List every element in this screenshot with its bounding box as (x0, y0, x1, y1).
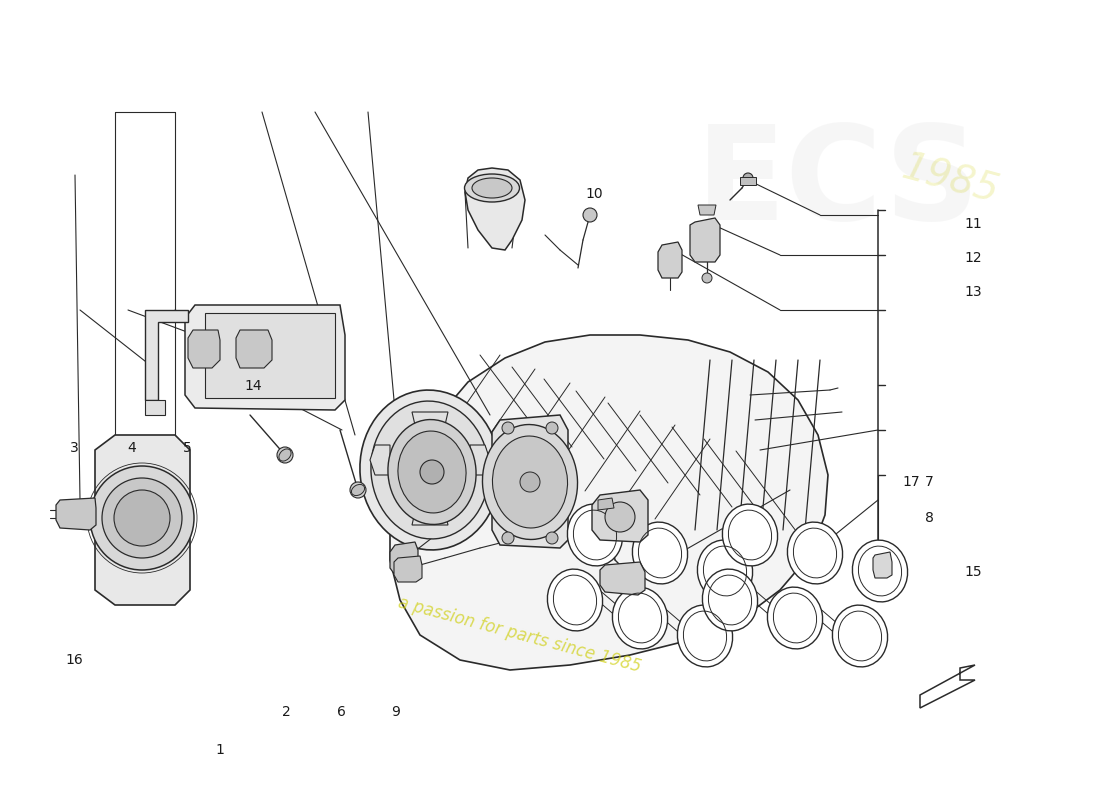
Ellipse shape (388, 419, 476, 525)
Bar (205, 313, 336, 398)
Ellipse shape (493, 436, 568, 528)
Polygon shape (145, 310, 188, 400)
Text: 10: 10 (585, 186, 603, 201)
Text: 5: 5 (183, 441, 191, 455)
Circle shape (114, 490, 170, 546)
Polygon shape (236, 330, 272, 368)
Bar (740, 177, 756, 185)
Text: 12: 12 (965, 250, 982, 265)
Ellipse shape (697, 540, 752, 602)
Ellipse shape (703, 569, 758, 631)
Text: 7: 7 (925, 474, 934, 489)
Polygon shape (658, 242, 682, 278)
Circle shape (605, 502, 635, 532)
Polygon shape (592, 490, 648, 542)
Circle shape (583, 208, 597, 222)
Circle shape (502, 422, 514, 434)
Polygon shape (188, 330, 220, 368)
Text: 1: 1 (216, 743, 224, 758)
Ellipse shape (632, 522, 688, 584)
Polygon shape (873, 552, 892, 578)
Circle shape (90, 466, 194, 570)
Polygon shape (412, 512, 448, 525)
Polygon shape (470, 445, 490, 475)
Ellipse shape (768, 587, 823, 649)
Text: 17: 17 (902, 474, 920, 489)
Polygon shape (390, 542, 418, 575)
Circle shape (742, 173, 754, 183)
Bar (145, 400, 165, 415)
Ellipse shape (464, 174, 519, 202)
Polygon shape (412, 412, 448, 425)
Polygon shape (56, 498, 96, 530)
Ellipse shape (852, 540, 907, 602)
Text: 13: 13 (965, 285, 982, 299)
Ellipse shape (371, 401, 490, 539)
Circle shape (520, 472, 540, 492)
Polygon shape (600, 562, 645, 595)
Text: 3: 3 (70, 441, 79, 455)
Ellipse shape (678, 605, 733, 667)
Polygon shape (698, 205, 716, 215)
Text: 14: 14 (244, 378, 262, 393)
Text: 11: 11 (965, 217, 982, 231)
Ellipse shape (613, 587, 668, 649)
Ellipse shape (398, 431, 466, 513)
Text: a passion for parts since 1985: a passion for parts since 1985 (396, 594, 644, 676)
Polygon shape (690, 218, 721, 262)
Circle shape (546, 422, 558, 434)
Text: ECS: ECS (695, 120, 980, 247)
Text: 1985: 1985 (898, 149, 1003, 211)
Polygon shape (185, 305, 345, 410)
Ellipse shape (351, 485, 364, 495)
Polygon shape (598, 498, 614, 510)
Polygon shape (465, 168, 525, 250)
Polygon shape (394, 556, 422, 582)
Text: 6: 6 (337, 705, 345, 719)
Polygon shape (492, 415, 568, 548)
Ellipse shape (279, 449, 292, 461)
Circle shape (502, 532, 514, 544)
Circle shape (420, 460, 444, 484)
Circle shape (702, 273, 712, 283)
Circle shape (350, 482, 366, 498)
Ellipse shape (360, 390, 500, 550)
Ellipse shape (788, 522, 843, 584)
Polygon shape (390, 335, 828, 670)
Polygon shape (95, 435, 190, 605)
Polygon shape (370, 445, 390, 475)
Circle shape (102, 478, 182, 558)
Text: 9: 9 (392, 705, 400, 719)
Text: 4: 4 (128, 441, 136, 455)
Ellipse shape (472, 178, 512, 198)
Circle shape (546, 532, 558, 544)
Circle shape (277, 447, 293, 463)
Ellipse shape (483, 425, 578, 539)
Text: 2: 2 (282, 705, 290, 719)
Text: 16: 16 (66, 653, 84, 667)
Polygon shape (920, 665, 975, 708)
Text: 8: 8 (925, 511, 934, 526)
Ellipse shape (548, 569, 603, 631)
Ellipse shape (833, 605, 888, 667)
Ellipse shape (568, 504, 623, 566)
Ellipse shape (723, 504, 778, 566)
Text: 15: 15 (965, 565, 982, 579)
